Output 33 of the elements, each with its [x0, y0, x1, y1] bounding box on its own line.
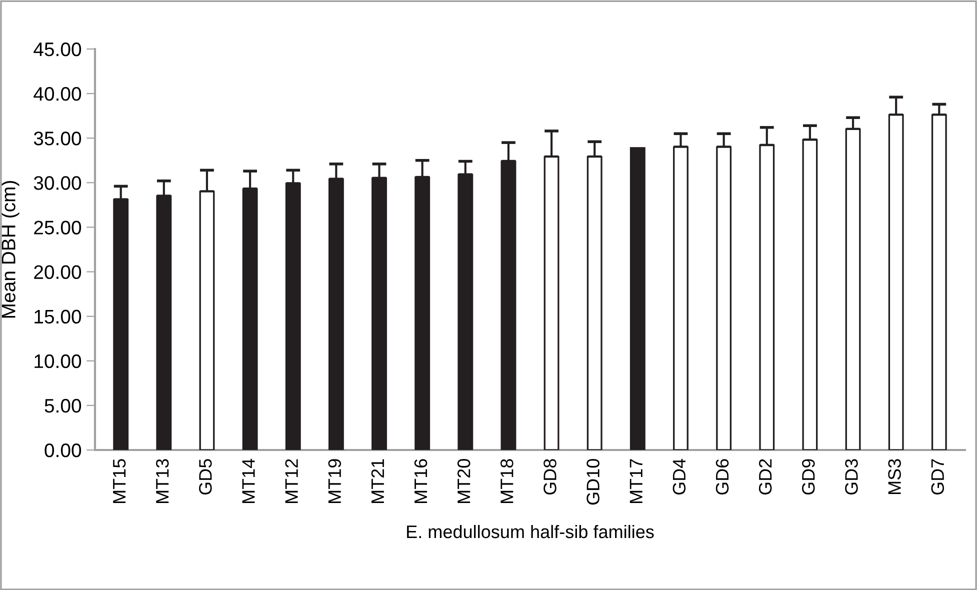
- y-tick-label: 45.00: [34, 42, 82, 56]
- x-tick-label: MT21: [371, 459, 384, 503]
- x-tick-label: GD6: [716, 459, 729, 495]
- x-tick-label: MT17: [630, 459, 642, 503]
- x-tick-label: MT16: [414, 459, 428, 503]
- x-tick-label: MT18: [500, 459, 514, 503]
- x-axis-title: E. medullosum half-sib families: [407, 524, 654, 538]
- y-tick-label: 35.00: [34, 132, 82, 146]
- y-tick-label: 0.00: [44, 443, 82, 458]
- x-tick-label: GD2: [758, 459, 772, 495]
- x-tick-label: GD9: [802, 459, 815, 495]
- x-tick-label: MT14: [242, 458, 255, 503]
- bar: [630, 147, 646, 450]
- y-tick-label: 40.00: [34, 87, 82, 101]
- x-tick-label: MS3: [888, 459, 901, 494]
- y-tick-label: 20.00: [34, 265, 82, 280]
- x-tick-label: MT20: [457, 459, 470, 503]
- x-tick-label: GD3: [845, 459, 858, 495]
- y-tick-label: 30.00: [34, 176, 82, 190]
- x-tick-label: GD8: [544, 459, 556, 495]
- x-tick-label: MT15: [113, 459, 126, 503]
- x-tick-label: GD7: [931, 459, 944, 495]
- y-axis-title: Mean DBH (cm): [1, 181, 20, 318]
- x-tick-label: GD10: [586, 459, 600, 505]
- x-tick-label: MT19: [328, 459, 342, 503]
- x-tick-label: GD5: [199, 459, 212, 495]
- y-tick-label: 5.00: [44, 398, 82, 413]
- x-tick-label: GD4: [672, 458, 686, 495]
- y-tick-label: 15.00: [34, 310, 82, 324]
- y-tick-label: 25.00: [34, 220, 82, 234]
- x-tick-label: MT12: [285, 459, 298, 503]
- y-tick-label: 10.00: [34, 354, 82, 368]
- x-tick-label: MT13: [156, 459, 169, 503]
